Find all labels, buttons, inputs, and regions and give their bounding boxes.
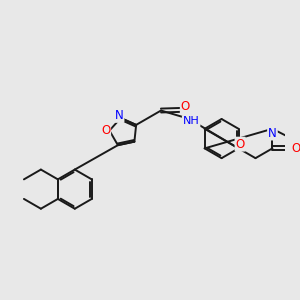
- Text: O: O: [236, 138, 245, 151]
- Text: O: O: [291, 142, 300, 155]
- Text: O: O: [181, 100, 190, 113]
- Text: NH: NH: [183, 116, 200, 126]
- Text: O: O: [101, 124, 110, 137]
- Text: N: N: [115, 109, 124, 122]
- Text: N: N: [268, 127, 277, 140]
